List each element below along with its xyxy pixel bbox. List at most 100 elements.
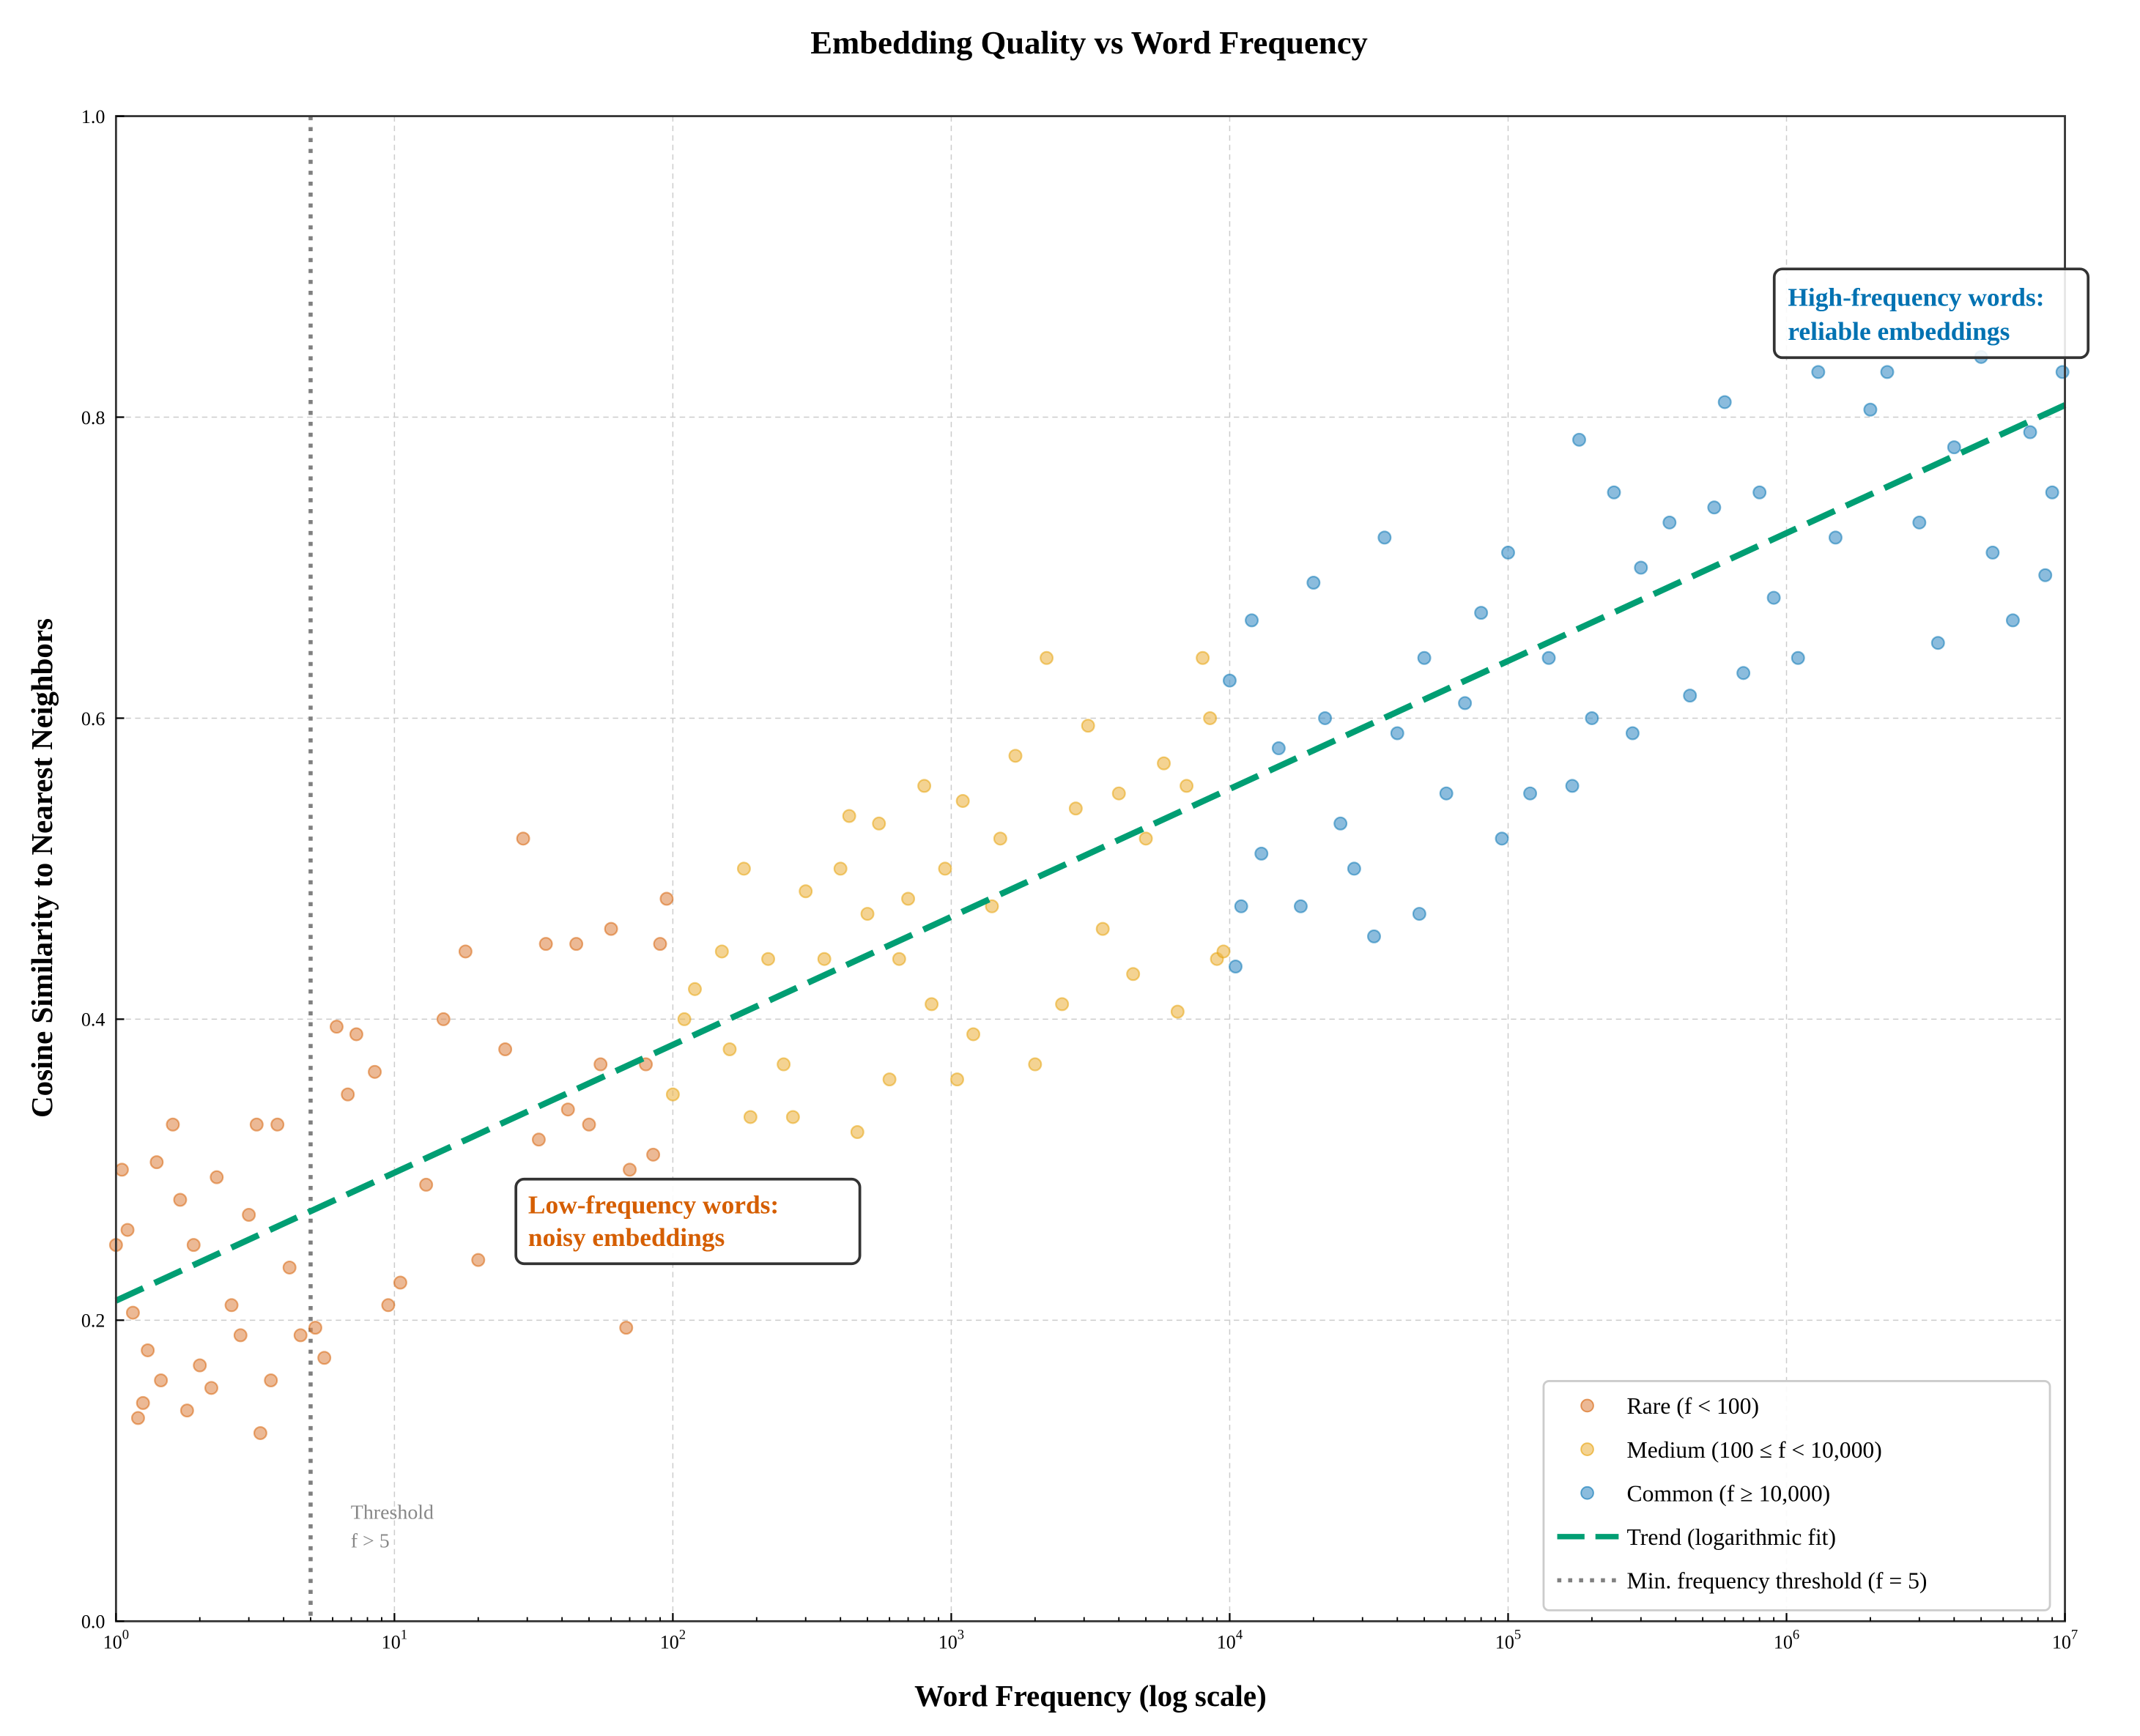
annotation-line2: noisy embeddings xyxy=(528,1223,725,1252)
point-common xyxy=(2045,485,2059,500)
annotation-line1: High-frequency words: xyxy=(1788,282,2044,311)
legend-marker-rare xyxy=(1580,1398,1594,1413)
point-rare xyxy=(419,1177,434,1192)
point-common xyxy=(1985,545,2000,560)
point-medium xyxy=(1068,801,1083,816)
point-common xyxy=(1565,779,1580,793)
point-rare xyxy=(233,1328,248,1343)
y-tick-label: 0.0 xyxy=(81,1611,105,1633)
point-common xyxy=(1367,929,1382,943)
legend-label-common: Common (f ≥ 10,000) xyxy=(1627,1480,1831,1506)
point-medium xyxy=(761,952,776,966)
point-rare xyxy=(253,1425,267,1440)
point-medium xyxy=(901,891,916,906)
axis-ticks: 100 101 102 103 104 105 106 107 0.0 0.2 0.4 0.6 0.8 1… xyxy=(81,106,2078,1653)
point-medium xyxy=(925,997,939,1012)
point-medium xyxy=(1111,786,1126,801)
point-medium xyxy=(892,952,906,966)
point-medium xyxy=(817,952,832,966)
y-tick-label: 0.8 xyxy=(81,407,105,429)
point-rare xyxy=(498,1042,513,1057)
point-rare xyxy=(619,1321,634,1335)
annotation-line1: Low-frequency words: xyxy=(528,1190,779,1219)
point-common xyxy=(1912,515,1927,530)
point-rare xyxy=(293,1328,308,1343)
point-rare xyxy=(471,1253,486,1267)
point-common xyxy=(1791,650,1805,665)
point-rare xyxy=(125,1305,140,1320)
point-medium xyxy=(687,982,702,996)
point-rare xyxy=(368,1064,382,1079)
point-rare xyxy=(210,1170,224,1184)
point-medium xyxy=(1095,921,1110,936)
point-rare xyxy=(136,1395,150,1410)
point-common xyxy=(1634,560,1648,575)
point-common xyxy=(1412,907,1426,921)
point-medium xyxy=(1196,650,1210,665)
point-common xyxy=(1318,711,1333,725)
point-rare xyxy=(242,1208,256,1223)
x-tick-label: 106 xyxy=(1774,1628,1799,1653)
x-tick-label: 107 xyxy=(2052,1628,2078,1653)
point-medium xyxy=(872,816,886,831)
point-common xyxy=(1607,485,1621,500)
point-rare xyxy=(204,1381,218,1395)
point-medium xyxy=(736,861,751,876)
point-rare xyxy=(173,1192,188,1207)
point-medium xyxy=(917,779,932,793)
x-tick-label: 101 xyxy=(382,1628,407,1653)
point-medium xyxy=(860,907,875,921)
x-tick-label: 104 xyxy=(1217,1628,1243,1653)
annotation-box xyxy=(1772,267,2090,360)
point-rare xyxy=(623,1162,637,1177)
point-common xyxy=(1683,689,1697,703)
point-medium xyxy=(949,1072,964,1087)
point-rare xyxy=(646,1147,661,1162)
point-common xyxy=(1347,861,1361,876)
point-medium xyxy=(966,1027,981,1042)
threshold-label-line1: Threshold xyxy=(351,1502,434,1524)
point-common xyxy=(2005,613,2020,628)
point-common xyxy=(1458,696,1473,711)
y-tick-label: 1.0 xyxy=(81,106,105,127)
point-rare xyxy=(317,1351,332,1365)
trend-group xyxy=(114,402,2067,1304)
point-rare xyxy=(308,1321,322,1335)
point-common xyxy=(2055,365,2070,379)
point-medium xyxy=(777,1057,791,1072)
annotation-line2: reliable embeddings xyxy=(1788,316,2010,346)
point-rare xyxy=(560,1102,575,1117)
point-common xyxy=(1254,846,1269,861)
point-common xyxy=(1736,666,1751,680)
point-medium xyxy=(1040,650,1054,665)
threshold-group: Threshold f > 5 xyxy=(308,116,434,1622)
point-medium xyxy=(1081,719,1095,733)
annotation-low-frequency: Low-frequency words: noisy embeddings xyxy=(514,1177,862,1266)
point-common xyxy=(1417,650,1432,665)
x-tick-label: 105 xyxy=(1495,1628,1521,1653)
point-medium xyxy=(985,899,999,913)
point-rare xyxy=(329,1020,344,1034)
point-medium xyxy=(850,1125,864,1140)
point-rare xyxy=(166,1117,180,1132)
x-tick-label: 102 xyxy=(660,1628,686,1653)
point-common xyxy=(1707,500,1722,515)
point-common xyxy=(1541,650,1556,665)
point-common xyxy=(1752,485,1767,500)
point-medium xyxy=(722,1042,737,1057)
point-common xyxy=(1390,726,1404,741)
point-common xyxy=(1662,515,1677,530)
legend-label-rare: Rare (f < 100) xyxy=(1627,1393,1759,1419)
point-medium xyxy=(677,1012,692,1026)
legend-label-threshold: Min. frequency threshold (f = 5) xyxy=(1627,1568,1928,1594)
point-medium xyxy=(1028,1057,1043,1072)
point-rare xyxy=(249,1117,264,1132)
point-medium xyxy=(665,1087,680,1102)
point-common xyxy=(1222,673,1237,688)
x-axis-label: Word Frequency (log scale) xyxy=(914,1679,1267,1713)
point-rare xyxy=(120,1223,135,1237)
point-common xyxy=(1500,545,1515,560)
point-rare xyxy=(538,937,553,952)
point-rare xyxy=(436,1012,451,1026)
